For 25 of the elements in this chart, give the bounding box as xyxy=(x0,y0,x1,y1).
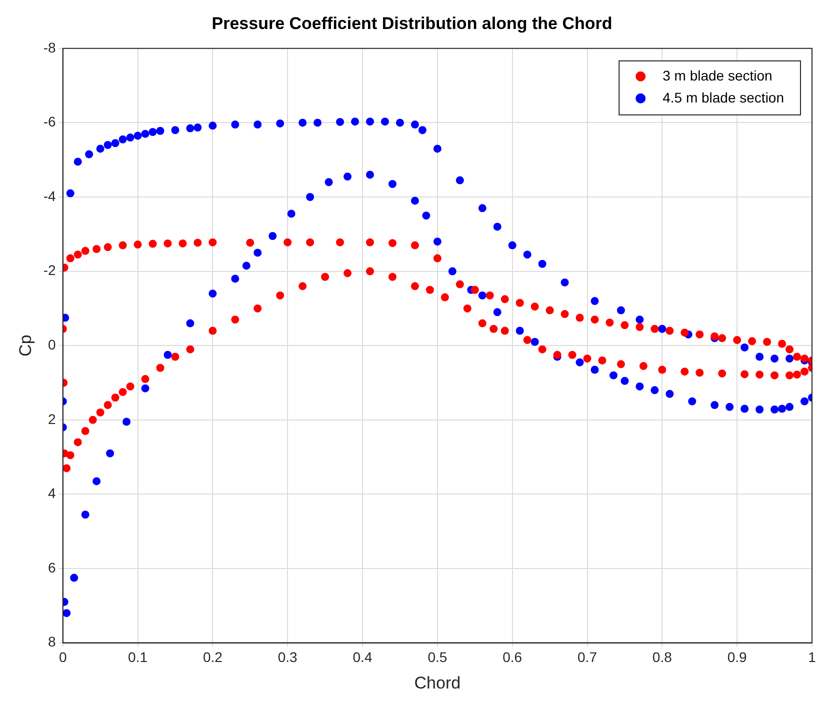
y-tick-label: 4 xyxy=(48,485,56,502)
chart-title: Pressure Coefficient Distribution along the Chord xyxy=(212,14,612,33)
y-axis-title: Cp xyxy=(16,334,35,356)
x-tick-label: 0.4 xyxy=(352,649,372,666)
y-tick-label: 0 xyxy=(48,336,56,352)
y-tick-label: 6 xyxy=(48,559,56,576)
x-tick-label: 0.6 xyxy=(502,649,522,666)
x-axis-title: Chord xyxy=(414,673,461,692)
x-tick-label: 0.7 xyxy=(578,649,598,666)
y-tick-label: 2 xyxy=(48,410,56,427)
y-tick-label: -8 xyxy=(43,39,56,56)
x-tick-label: 0.5 xyxy=(428,649,448,666)
y-tick-label: -4 xyxy=(43,188,56,204)
y-tick-label: -2 xyxy=(43,262,56,278)
y-tick-label: 8 xyxy=(48,634,56,650)
x-tick-label: 0 xyxy=(58,649,67,666)
x-tick-label: 0.8 xyxy=(652,649,672,666)
x-tick-label: 0.3 xyxy=(278,649,298,666)
legend-label: 3 m blade section xyxy=(662,67,772,84)
y-tick-label: -6 xyxy=(43,114,56,130)
x-tick-label: 0.2 xyxy=(202,649,223,666)
x-tick-label: 0.9 xyxy=(727,649,748,666)
x-tick-label: 1 xyxy=(808,649,816,666)
legend-label: 4.5 m blade section xyxy=(662,89,784,106)
x-tick-label: 0.1 xyxy=(128,649,148,666)
